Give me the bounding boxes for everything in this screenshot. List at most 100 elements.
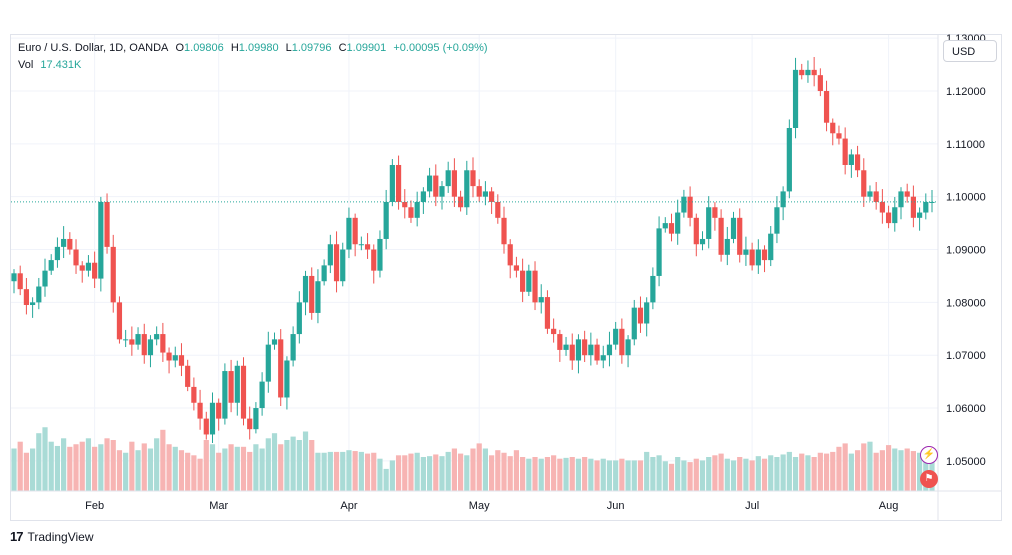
candle-body: [402, 201, 408, 208]
volume-bar: [364, 453, 371, 491]
volume-bar: [48, 441, 54, 491]
candle: [557, 329, 563, 362]
candle: [464, 160, 470, 215]
axes: 1.130001.120001.110001.100001.090001.080…: [11, 33, 1001, 520]
x-tick-label: May: [469, 500, 490, 512]
volume-bar: [172, 446, 178, 491]
volume-bar: [191, 455, 197, 491]
candle-body: [637, 307, 644, 324]
candle-body: [613, 328, 619, 345]
volume-bar: [278, 444, 284, 491]
candle: [668, 213, 675, 242]
volume-bar: [54, 445, 61, 491]
candle: [811, 57, 817, 87]
candle-body: [867, 191, 873, 197]
candle-body: [916, 212, 923, 218]
candle-body: [668, 223, 675, 234]
candle: [389, 159, 395, 207]
volume-bar: [346, 450, 352, 491]
candle-body: [247, 418, 253, 430]
volume-bar: [861, 443, 867, 491]
candle: [916, 207, 923, 231]
candle-body: [495, 201, 501, 218]
candle-body: [85, 262, 92, 271]
volume-bar: [321, 452, 327, 491]
volume-bar: [668, 463, 675, 491]
volume-bar: [67, 446, 73, 491]
candle: [532, 261, 538, 311]
candle: [178, 343, 185, 377]
candle-body: [718, 217, 724, 255]
volume-bar: [259, 448, 265, 491]
volume-bar: [489, 455, 495, 491]
volume-bar: [284, 440, 290, 491]
candle: [854, 145, 861, 178]
candle-body: [687, 196, 693, 218]
candle: [594, 338, 600, 365]
candle-body: [594, 344, 600, 361]
volume-bar: [544, 457, 551, 491]
candle: [830, 118, 836, 146]
candle-body: [538, 297, 544, 303]
volume-bar: [761, 458, 768, 491]
volume-bar: [650, 457, 656, 491]
volume-bar: [526, 458, 532, 491]
low-label: L: [285, 42, 292, 54]
branding[interactable]: 17 TradingView: [10, 529, 94, 544]
volume-bar: [606, 460, 613, 491]
candle-body: [544, 297, 551, 329]
candle-body: [333, 244, 340, 282]
volume-bar: [600, 458, 606, 491]
lightning-icon[interactable]: ⚡: [920, 446, 938, 464]
volume-bar: [563, 457, 569, 491]
candle: [817, 68, 823, 97]
candle: [17, 265, 23, 296]
volume-bar: [867, 441, 873, 491]
candle: [861, 158, 867, 207]
x-tick-label: Jun: [607, 500, 625, 512]
volume-bar: [73, 444, 79, 491]
candle: [321, 259, 327, 286]
candle: [209, 392, 216, 444]
candle-body: [625, 339, 631, 356]
volume-bar: [414, 452, 420, 491]
x-tick-label: Jul: [745, 500, 759, 512]
candle: [79, 261, 85, 283]
candle: [110, 234, 116, 313]
candle: [563, 336, 569, 356]
candle: [433, 164, 439, 207]
candle-body: [817, 75, 823, 92]
candle: [489, 187, 495, 214]
candle: [309, 267, 315, 320]
volume-bar: [426, 456, 433, 491]
candle-body: [30, 302, 36, 306]
candle: [98, 196, 104, 292]
volume-label[interactable]: Vol: [18, 59, 34, 71]
volume-bar: [216, 452, 222, 491]
candle-body: [737, 217, 743, 255]
candle-body: [321, 265, 327, 282]
candle-body: [749, 249, 755, 266]
close-value: 1.09901: [346, 42, 387, 54]
symbol-title[interactable]: Euro / U.S. Dollar, 1D, OANDA: [18, 42, 169, 54]
candle: [885, 205, 892, 229]
candle: [873, 181, 879, 210]
candle: [879, 189, 885, 224]
volume-bar: [420, 457, 426, 491]
flag-icon[interactable]: ⚑: [920, 470, 938, 488]
volume-bar: [358, 451, 364, 491]
candle-body: [662, 223, 668, 229]
volume-bar: [675, 457, 681, 491]
volume-bar: [712, 455, 718, 491]
candle: [67, 232, 73, 255]
candle: [271, 332, 278, 350]
volume-bar: [129, 441, 135, 491]
volume-bar: [910, 451, 916, 491]
candle-body: [743, 249, 749, 255]
candle: [706, 196, 712, 249]
currency-button[interactable]: USD: [943, 40, 997, 62]
candle-body: [408, 207, 414, 218]
volume-bar: [61, 438, 67, 491]
candle: [166, 347, 172, 374]
